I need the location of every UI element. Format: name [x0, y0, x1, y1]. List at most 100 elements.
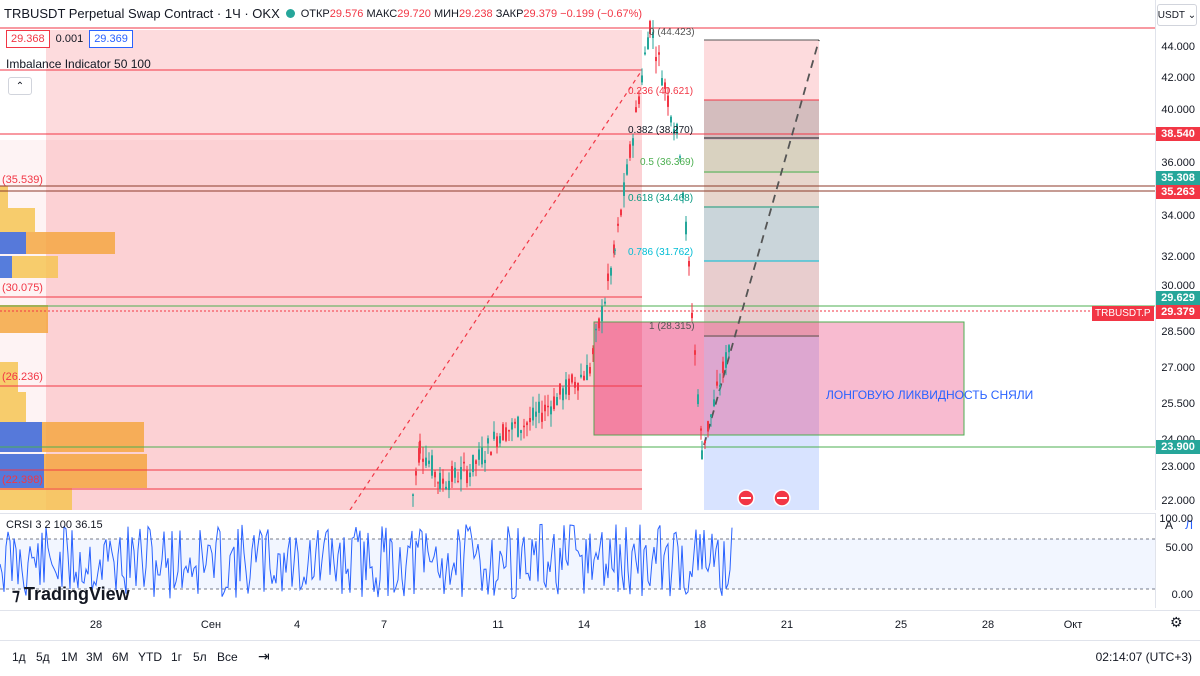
tradingview-logo[interactable]: ⁊ TradingView	[12, 584, 130, 604]
currency-selector[interactable]: USDT ⌄	[1157, 4, 1197, 26]
symbol-title[interactable]: TRBUSDT Perpetual Swap Contract · 1Ч · O…	[4, 6, 280, 21]
main-chart-pane[interactable]: TRBUSDT Perpetual Swap Contract · 1Ч · O…	[0, 0, 1155, 510]
candle-body	[502, 424, 504, 441]
buy-price-button[interactable]: 29.369	[89, 30, 133, 48]
candle-body	[493, 431, 495, 440]
symbol-price-tag: TRBUSDT.P	[1092, 306, 1154, 321]
candle-body	[481, 447, 483, 465]
candle-body	[559, 383, 561, 395]
gear-icon[interactable]: ⚙	[1170, 614, 1183, 630]
candle-body	[487, 438, 489, 444]
candle-body	[710, 414, 712, 417]
price-level-tag[interactable]: 35.308	[1156, 171, 1200, 185]
range-button-2[interactable]: 1М	[61, 650, 78, 664]
price-level-tag[interactable]: 35.263	[1156, 185, 1200, 199]
range-button-0[interactable]: 1д	[12, 650, 26, 664]
indicator-label[interactable]: Imbalance Indicator 50 100	[6, 57, 151, 71]
candle-body	[713, 399, 715, 407]
time-label: 4	[293, 619, 301, 631]
range-button-4[interactable]: 6М	[112, 650, 129, 664]
time-label: 11	[492, 619, 504, 631]
price-level-tag[interactable]: 29.379	[1156, 305, 1200, 319]
candle-body	[707, 421, 709, 432]
fib-zone	[704, 261, 819, 337]
range-button-1[interactable]: 5д	[36, 650, 50, 664]
candle-body	[577, 383, 579, 391]
rsi-pane[interactable]	[0, 513, 1155, 609]
time-axis[interactable]: 28 Сен 4 7 11 14 18 21 25 28 Окт	[0, 610, 1200, 639]
candle-body	[437, 482, 439, 484]
candle-body	[553, 396, 555, 410]
candle-body	[626, 164, 628, 175]
candle-body	[655, 56, 657, 62]
candle-body	[556, 397, 558, 406]
price-tick: 28.500	[1161, 326, 1195, 338]
range-button-5[interactable]: YTD	[138, 650, 162, 664]
candle-body	[719, 384, 721, 387]
candle-body	[460, 467, 462, 480]
candle-body	[652, 32, 654, 39]
price-axis[interactable]: 44.00042.00040.00038.00036.00034.00032.0…	[1155, 0, 1200, 510]
premium-zone	[46, 30, 642, 510]
candle-body	[632, 138, 634, 146]
volume-profile-bar	[0, 232, 115, 254]
volume-profile-label: (26.236)	[2, 371, 43, 383]
volume-profile-bar	[0, 392, 26, 422]
volume-profile-bar	[0, 362, 18, 392]
candle-body	[607, 273, 609, 282]
candle-body	[445, 486, 447, 490]
range-button-7[interactable]: 5л	[193, 650, 207, 664]
candle-body	[517, 416, 519, 437]
candle-body	[701, 450, 703, 460]
candle-body	[508, 429, 510, 432]
date-range-icon[interactable]: ⇥	[258, 648, 270, 664]
sell-price-button[interactable]: 29.368	[6, 30, 50, 48]
candle-body	[568, 378, 570, 395]
range-button-6[interactable]: 1г	[171, 650, 183, 664]
range-button-8[interactable]: Все	[217, 650, 238, 664]
volume-profile-label: (30.075)	[2, 282, 43, 294]
candle-body	[725, 352, 727, 368]
candle-body	[523, 425, 525, 428]
candle-body	[511, 422, 513, 430]
log-scale-button[interactable]: Л	[1185, 518, 1193, 532]
time-label: 28	[89, 619, 103, 631]
rsi-chart	[0, 523, 1155, 600]
candle-body	[583, 375, 585, 381]
candle-body	[601, 306, 603, 322]
order-panel: 29.368 0.001 29.369	[6, 30, 133, 48]
candle-body	[682, 192, 684, 199]
chart-annotation-text[interactable]: ЛОНГОВУЮ ЛИКВИДНОСТЬ СНЯЛИ	[826, 388, 1034, 402]
volume-profile-bar	[0, 305, 48, 333]
volume-profile-bar	[0, 454, 44, 488]
candle-body	[679, 156, 681, 158]
price-chart[interactable]	[0, 0, 1155, 510]
candle-body	[412, 494, 414, 496]
volume-profile-bar	[0, 186, 8, 208]
rsi-band-fill	[0, 539, 1155, 589]
chevron-up-icon: ⌃	[15, 80, 25, 92]
bottom-toolbar: 1д 5д 1М 3М 6М YTD 1г 5л Все ⇥ 02:14:07 (UTC+3)	[0, 640, 1200, 676]
clock[interactable]: 02:14:07 (UTC+3)	[1095, 650, 1192, 664]
price-tick: 44.000	[1161, 41, 1195, 53]
price-tick: 32.000	[1161, 251, 1195, 263]
liquidity-box	[593, 321, 965, 436]
candle-body	[419, 440, 421, 454]
candle-body	[664, 82, 666, 89]
auto-scale-button[interactable]: A	[1164, 518, 1173, 532]
rsi-tick: 0.00	[1171, 589, 1193, 601]
price-level-tag[interactable]: 38.540	[1156, 127, 1200, 141]
rsi-indicator-label[interactable]: CRSI 3 2 100 36.15	[6, 519, 103, 531]
collapse-indicators-button[interactable]: ⌃	[8, 77, 32, 95]
candle-body	[520, 430, 522, 434]
price-level-tag[interactable]: 23.900	[1156, 440, 1200, 454]
candle-body	[716, 381, 718, 386]
candle-body	[641, 75, 643, 83]
candle-body	[451, 466, 453, 482]
candle-body	[694, 350, 696, 355]
price-level-tag[interactable]: 29.629	[1156, 291, 1200, 305]
candle-body	[704, 440, 706, 444]
candle-body	[428, 460, 430, 464]
range-button-3[interactable]: 3М	[86, 650, 103, 664]
volume-profile-bar	[0, 488, 72, 510]
